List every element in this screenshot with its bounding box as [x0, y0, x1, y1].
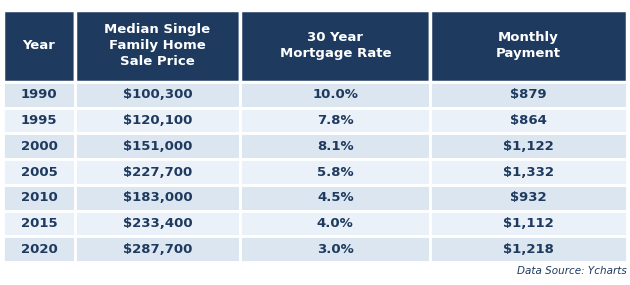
- Text: 3.0%: 3.0%: [317, 243, 353, 256]
- Text: $287,700: $287,700: [123, 243, 192, 256]
- Bar: [3, 237, 75, 262]
- Text: $879: $879: [510, 88, 547, 101]
- Bar: [75, 185, 240, 211]
- Bar: [430, 108, 627, 133]
- Text: 30 Year
Mortgage Rate: 30 Year Mortgage Rate: [280, 31, 391, 60]
- Text: $932: $932: [510, 191, 547, 204]
- Text: $183,000: $183,000: [123, 191, 192, 204]
- Bar: [75, 211, 240, 237]
- Bar: [240, 133, 430, 159]
- Bar: [3, 82, 75, 108]
- Text: 4.0%: 4.0%: [317, 217, 353, 230]
- Text: 2005: 2005: [21, 166, 57, 178]
- Text: $1,112: $1,112: [503, 217, 554, 230]
- Bar: [430, 82, 627, 108]
- Text: $1,122: $1,122: [503, 140, 554, 153]
- Text: 7.8%: 7.8%: [317, 114, 353, 127]
- Text: 1990: 1990: [21, 88, 57, 101]
- Bar: [430, 237, 627, 262]
- Text: 2010: 2010: [21, 191, 57, 204]
- Bar: [75, 133, 240, 159]
- Bar: [75, 82, 240, 108]
- Bar: [240, 108, 430, 133]
- Bar: [3, 108, 75, 133]
- Bar: [240, 185, 430, 211]
- Bar: [430, 10, 627, 82]
- Bar: [430, 185, 627, 211]
- Bar: [3, 211, 75, 237]
- Text: 1995: 1995: [21, 114, 57, 127]
- Bar: [240, 159, 430, 185]
- Bar: [3, 185, 75, 211]
- Text: $1,218: $1,218: [503, 243, 554, 256]
- Text: Year: Year: [23, 39, 55, 52]
- Text: 10.0%: 10.0%: [312, 88, 358, 101]
- Bar: [240, 10, 430, 82]
- Bar: [430, 133, 627, 159]
- Text: Data Source: Ycharts: Data Source: Ycharts: [517, 266, 627, 276]
- Text: 2000: 2000: [21, 140, 57, 153]
- Text: 5.8%: 5.8%: [317, 166, 353, 178]
- Bar: [430, 211, 627, 237]
- Text: $864: $864: [510, 114, 547, 127]
- Text: 4.5%: 4.5%: [317, 191, 353, 204]
- Text: $1,332: $1,332: [503, 166, 554, 178]
- Bar: [430, 159, 627, 185]
- Text: $151,000: $151,000: [123, 140, 192, 153]
- Text: Monthly
Payment: Monthly Payment: [496, 31, 561, 60]
- Text: 8.1%: 8.1%: [317, 140, 353, 153]
- Text: $233,400: $233,400: [123, 217, 192, 230]
- Text: $100,300: $100,300: [123, 88, 192, 101]
- Text: Median Single
Family Home
Sale Price: Median Single Family Home Sale Price: [105, 23, 210, 68]
- Bar: [240, 237, 430, 262]
- Bar: [3, 10, 75, 82]
- Bar: [75, 108, 240, 133]
- Text: $120,100: $120,100: [123, 114, 192, 127]
- Text: 2015: 2015: [21, 217, 57, 230]
- Bar: [75, 159, 240, 185]
- Bar: [3, 159, 75, 185]
- Text: 2020: 2020: [21, 243, 57, 256]
- Bar: [75, 10, 240, 82]
- Bar: [240, 211, 430, 237]
- Bar: [240, 82, 430, 108]
- Bar: [75, 237, 240, 262]
- Bar: [3, 133, 75, 159]
- Text: $227,700: $227,700: [123, 166, 192, 178]
